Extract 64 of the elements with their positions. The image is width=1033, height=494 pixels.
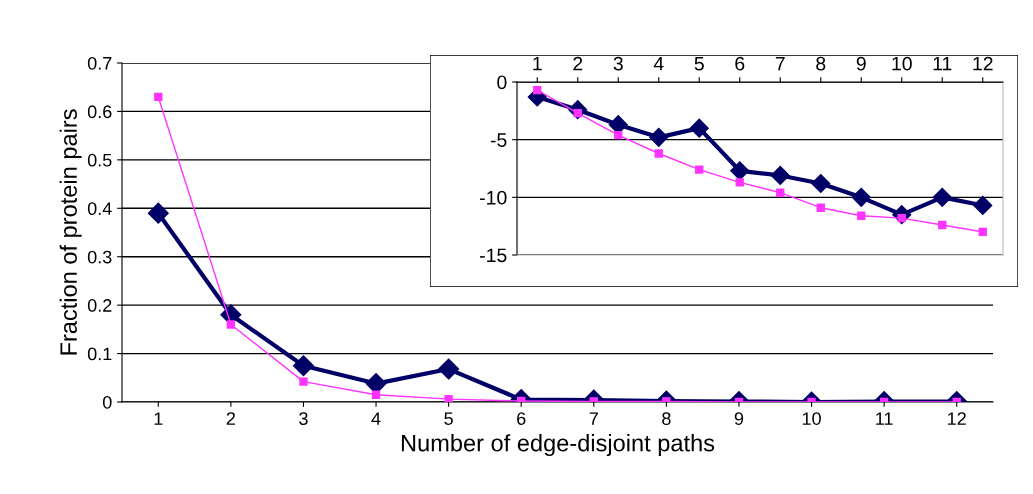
point	[770, 165, 790, 185]
point	[816, 203, 825, 212]
point	[735, 178, 744, 187]
x-tick-label: 4	[653, 56, 664, 71]
point	[811, 173, 831, 194]
point	[649, 127, 669, 147]
y-tick-label: -15	[480, 248, 507, 263]
point	[154, 92, 163, 102]
y-tick-label: 0.2	[87, 299, 112, 312]
x-tick-label: 2	[226, 412, 235, 425]
point	[614, 130, 623, 140]
x-tick-label: 9	[734, 412, 744, 425]
x-tick-label: 7	[589, 412, 598, 425]
x-tick-label: 5	[694, 56, 704, 71]
x-tick-label: 7	[775, 56, 785, 71]
point	[654, 149, 663, 158]
point	[695, 165, 704, 174]
y-axis-title: Fraction of protein pairs	[59, 109, 82, 355]
y-tick-label: -10	[480, 190, 507, 205]
x-tick-label: 12	[973, 56, 993, 71]
x-tick-label: 11	[876, 412, 893, 425]
point	[371, 390, 381, 399]
point	[533, 85, 542, 95]
x-tick-label: 10	[892, 56, 912, 71]
x-tick-label: 5	[444, 412, 453, 425]
x-tick-label: 3	[613, 56, 623, 71]
point	[689, 118, 709, 138]
x-axis-title: Number of edge-disjoint paths	[401, 434, 715, 457]
x-tick-label: 1	[154, 412, 163, 425]
x-tick-label: 3	[299, 412, 308, 425]
y-tick-label: 0.3	[87, 250, 112, 264]
point	[299, 377, 308, 386]
point	[226, 320, 236, 329]
point	[776, 188, 785, 197]
y-tick-label: 0.7	[87, 56, 112, 70]
point	[438, 358, 460, 380]
x-tick-label: 10	[802, 412, 821, 425]
x-tick-label: 6	[735, 56, 745, 71]
point	[730, 161, 750, 181]
y-tick-label: 0.5	[87, 153, 112, 167]
y-tick-label: 0	[102, 395, 112, 409]
point	[973, 195, 993, 215]
point	[147, 202, 169, 224]
x-tick-label: 6	[517, 412, 526, 425]
point	[932, 187, 952, 207]
point	[978, 227, 987, 237]
y-tick-label: 0.6	[87, 105, 112, 119]
y-tick-label: 0.4	[87, 202, 112, 216]
x-tick-label: 8	[816, 56, 826, 71]
point	[938, 220, 947, 230]
x-tick-label: 2	[573, 56, 583, 71]
x-tick-label: 12	[948, 412, 966, 425]
x-tick-label: 1	[533, 56, 542, 71]
point	[292, 355, 314, 377]
y-tick-label: 0.1	[87, 347, 112, 361]
y-tick-label: -5	[490, 133, 507, 147]
x-tick-label: 4	[371, 412, 381, 425]
point	[857, 211, 866, 220]
point	[444, 394, 453, 402]
y-tick-label: 0	[497, 75, 507, 90]
x-tick-label: 11	[933, 56, 952, 71]
x-tick-label: 8	[662, 412, 671, 425]
x-tick-label: 9	[856, 56, 866, 71]
point	[851, 187, 871, 207]
